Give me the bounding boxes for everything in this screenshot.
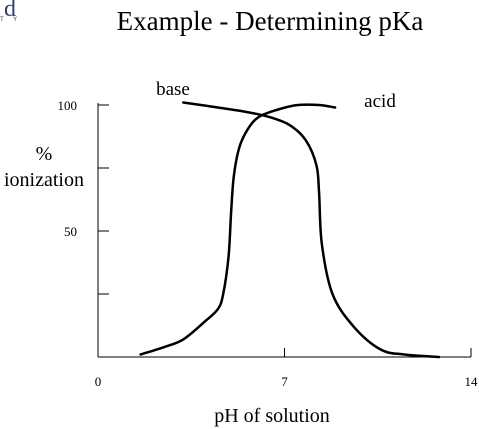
y-axis-label-line1: % [36,143,53,165]
curves [139,101,441,359]
x-tick-label-1: 7 [281,374,288,389]
annotation-base: base [156,79,190,100]
x-axis-label: pH of solution [214,405,330,427]
y-tick-label-1: 50 [64,224,77,239]
y-axis-label-line2: ionization [4,169,84,191]
annotation-acid: acid [364,91,396,112]
y-tick-label-3: 100 [58,98,78,113]
logo-subtext: T Y [0,17,22,23]
series-base-curve [139,103,337,356]
series-acid-curve [182,101,441,359]
chart-title: Example - Determining pKa [116,6,424,36]
chart-labels: % ionization pH of solution base acid [4,79,396,427]
logo-letter: d [4,0,16,22]
x-tick-label-0: 0 [95,374,102,389]
x-tick-label-2: 14 [465,374,479,389]
university-logo: d T Y [0,0,24,26]
axes: 0 7 14 50 100 [58,98,479,389]
